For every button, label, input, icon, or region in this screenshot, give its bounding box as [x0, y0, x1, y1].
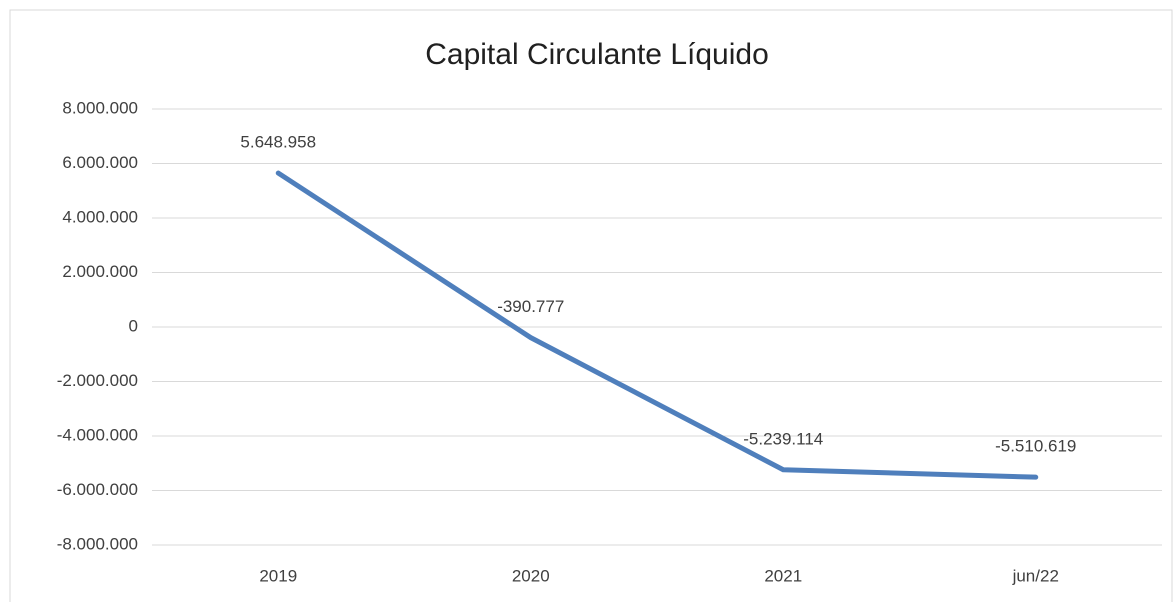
y-tick-label: 4.000.000 [62, 207, 138, 226]
data-label: -390.777 [497, 297, 564, 316]
y-tick-label: 2.000.000 [62, 262, 138, 281]
data-label: 5.648.958 [240, 133, 316, 152]
y-tick-label: -4.000.000 [57, 425, 138, 444]
x-tick-label: 2019 [259, 566, 297, 585]
chart-title: Capital Circulante Líquido [425, 38, 769, 71]
series-line [275, 170, 1039, 480]
y-tick-label: 6.000.000 [62, 153, 138, 172]
y-tick-label: -8.000.000 [57, 534, 138, 553]
chart-border [9, 9, 1173, 602]
y-tick-label: -6.000.000 [57, 480, 138, 499]
y-tick-label: -2.000.000 [57, 371, 138, 390]
y-tick-label: 0 [129, 316, 138, 335]
x-tick-label: 2020 [512, 566, 550, 585]
x-tick-label: jun/22 [1012, 566, 1059, 585]
x-tick-label: 2021 [764, 566, 802, 585]
data-label: -5.510.619 [995, 437, 1076, 456]
y-tick-label: 8.000.000 [62, 98, 138, 117]
data-label: -5.239.114 [743, 429, 823, 448]
